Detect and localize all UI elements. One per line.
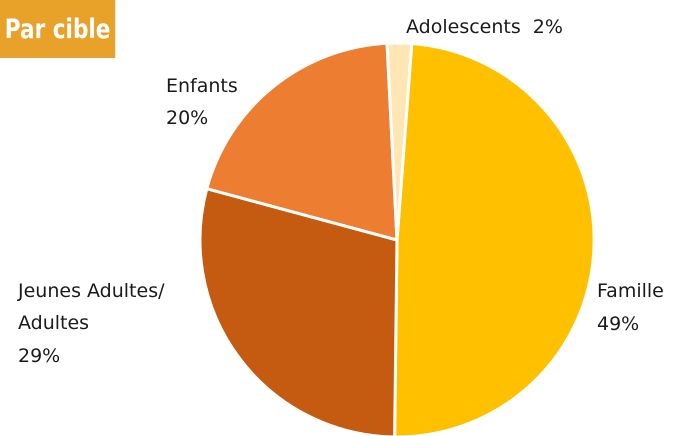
chart-title: Par cible bbox=[0, 0, 116, 58]
label-enfants-value: 20% bbox=[166, 107, 208, 129]
label-famille-value: 49% bbox=[597, 313, 639, 335]
slice-jeunes-adultes bbox=[198, 187, 399, 436]
label-adolescents-name: Adolescents bbox=[406, 16, 521, 38]
label-famille-name: Famille bbox=[597, 280, 664, 302]
label-jeunes-adultes-name-line2: Adultes bbox=[18, 312, 89, 334]
slice-famille bbox=[393, 42, 596, 436]
label-adolescents: Adolescents 2% bbox=[406, 16, 563, 38]
label-jeunes-adultes-value: 29% bbox=[18, 345, 60, 367]
slice-adolescents bbox=[385, 41, 414, 242]
label-adolescents-value: 2% bbox=[533, 16, 563, 38]
label-enfants-name: Enfants bbox=[166, 75, 238, 97]
pie-labels: Adolescents 2% Enfants 20% Jeunes Adulte… bbox=[17, 16, 664, 367]
slice-enfants bbox=[205, 41, 399, 242]
label-jeunes-adultes-name: Jeunes Adultes/ bbox=[17, 280, 165, 302]
pie-slices bbox=[198, 41, 596, 436]
